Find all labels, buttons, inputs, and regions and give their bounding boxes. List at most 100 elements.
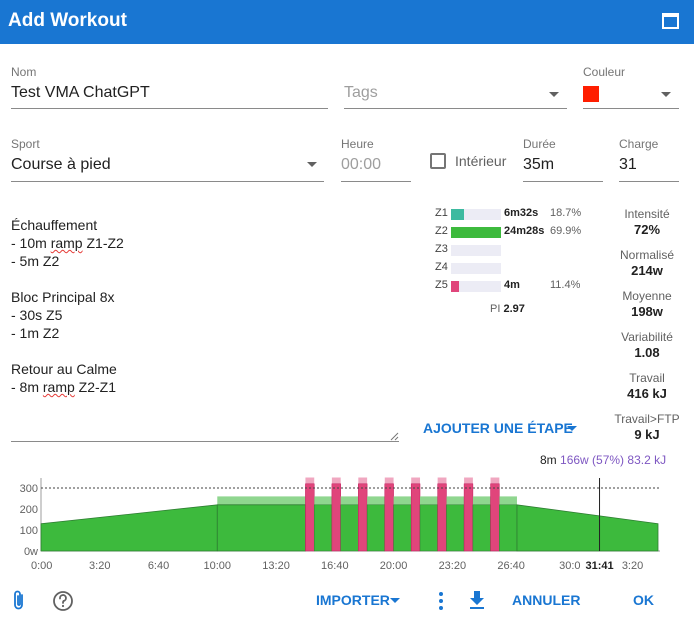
load-underline [619, 181, 679, 182]
zone-label: Z1 [435, 207, 448, 219]
description-textarea[interactable]: Échauffement - 10m ramp Z1-Z2- 5m Z2 Bloc … [11, 216, 399, 396]
zone-time: 24m28s [504, 225, 545, 237]
cursor-info: 8m 166w (57%) 83.2 kJ [540, 453, 666, 467]
resize-handle-icon[interactable] [390, 432, 399, 441]
import-button[interactable]: IMPORTER [316, 592, 390, 608]
interval-on-cap [490, 477, 500, 484]
time-underline [341, 181, 411, 182]
name-input[interactable]: Test VMA ChatGPT [11, 84, 150, 101]
interval-off-bar [313, 504, 333, 552]
duration-label: Durée [523, 137, 556, 151]
dialog-title: Add Workout [8, 10, 127, 31]
maximize-icon[interactable] [662, 13, 679, 29]
load-input[interactable]: 31 [619, 156, 637, 173]
interval-off-bar [366, 504, 386, 552]
description-line: - 5m Z2 [11, 252, 399, 270]
interval-off-cap [420, 496, 438, 505]
description-line: - 8m ramp Z2-Z1 [11, 378, 399, 396]
stat-label: Travail [629, 371, 665, 385]
description-line-text: Retour au Calme [11, 361, 117, 377]
ok-button[interactable]: OK [633, 592, 654, 608]
duration-input[interactable]: 35m [523, 156, 555, 173]
dialog-titlebar: Add Workout [0, 0, 694, 44]
description-line-rest: Z1-Z2 [82, 235, 124, 251]
step-area [516, 504, 659, 552]
step-area [216, 504, 306, 552]
tags-select[interactable]: Tags [344, 84, 378, 101]
time-input[interactable]: 00:00 [341, 156, 382, 173]
color-dropdown-icon[interactable] [661, 92, 671, 97]
interval-off-bar [446, 504, 465, 552]
stat-value: 9 kJ [634, 427, 660, 442]
description-line-text: Échauffement [11, 217, 98, 233]
interval-off-bar [340, 504, 359, 552]
interval-off-bar [419, 504, 438, 552]
x-tick-label: 23:20 [439, 560, 467, 572]
stat-label: Variabilité [621, 330, 673, 344]
x-tick-label: 16:40 [321, 560, 349, 572]
color-swatch[interactable] [583, 86, 599, 102]
interval-off-cap [340, 496, 359, 505]
zone-bar-fill [451, 209, 465, 220]
pi-label: PI [490, 303, 501, 315]
zone-label: Z3 [435, 243, 448, 255]
misspelled-word: ramp [42, 379, 75, 395]
interval-on-cap [331, 477, 341, 484]
interval-off-cap [499, 496, 517, 505]
misspelled-word: ramp [50, 235, 83, 251]
add-step-button[interactable]: AJOUTER UNE ÉTAPE [423, 420, 573, 436]
tags-dropdown-icon[interactable] [549, 92, 559, 97]
sport-label: Sport [11, 137, 40, 151]
stat-item: Variabilité 1.08 [609, 330, 685, 361]
interval-on-bar [305, 483, 315, 552]
interval-off-cap [393, 496, 412, 505]
stat-value: 198w [631, 304, 663, 319]
zone-label: Z5 [435, 279, 448, 291]
zone-bar-track [451, 281, 501, 292]
stat-label: Normalisé [619, 248, 674, 262]
step-cap [217, 496, 306, 505]
zone-bar-track [451, 245, 501, 256]
indoor-checkbox[interactable] [430, 153, 446, 169]
interval-off-cap [446, 496, 465, 505]
interval-off-cap [367, 496, 385, 505]
more-vert-icon[interactable] [437, 591, 445, 611]
zone-bar-track [451, 227, 501, 238]
x-tick-label: 30:0 [559, 560, 580, 572]
x-tick-label: 13:20 [262, 560, 290, 572]
x-tick-label: 0:00 [31, 560, 52, 572]
cursor-work: 83.2 kJ [627, 453, 667, 467]
zone-time: 6m32s [504, 207, 539, 219]
workout-chart[interactable]: 300 200 100 0w 0:00 3:20 6:40 10:00 13:20 16:40 20… [0, 468, 694, 580]
zone-bar-track [451, 209, 501, 220]
x-tick-label: 10:00 [204, 560, 232, 572]
stat-value: 1.08 [634, 345, 660, 360]
cancel-button[interactable]: ANNULER [512, 592, 581, 608]
stat-value: 416 kJ [627, 386, 667, 401]
pi-readout: PI 2.97 [490, 303, 525, 315]
interval-off-cap [472, 496, 491, 505]
description-line: - 30s Z5 [11, 306, 399, 324]
sport-dropdown-icon[interactable] [307, 162, 317, 167]
y-tick-label: 0w [24, 546, 38, 558]
stat-item: Travail 416 kJ [609, 371, 685, 402]
duration-underline [523, 181, 603, 182]
add-step-dropdown-icon[interactable] [567, 426, 577, 431]
import-dropdown-icon[interactable] [390, 598, 400, 603]
name-label: Nom [11, 65, 37, 79]
sport-select[interactable]: Course à pied [11, 156, 111, 173]
y-tick-label: 300 [20, 483, 38, 495]
interval-on-bar [384, 483, 394, 552]
download-icon[interactable] [469, 590, 485, 610]
load-label: Charge [619, 137, 659, 151]
description-line: Bloc Principal 8x [11, 288, 399, 306]
zone-percent: 18.7% [550, 207, 582, 219]
help-icon[interactable] [52, 590, 74, 612]
interval-on-bar [437, 483, 447, 552]
interval-on-cap [384, 477, 394, 484]
description-line-text: - 1m Z2 [11, 325, 60, 341]
stat-item: Travail>FTP 9 kJ [609, 412, 685, 443]
description-line-rest: Z2-Z1 [74, 379, 117, 395]
attach-icon[interactable] [12, 590, 26, 612]
interval-off-bar [499, 504, 518, 552]
